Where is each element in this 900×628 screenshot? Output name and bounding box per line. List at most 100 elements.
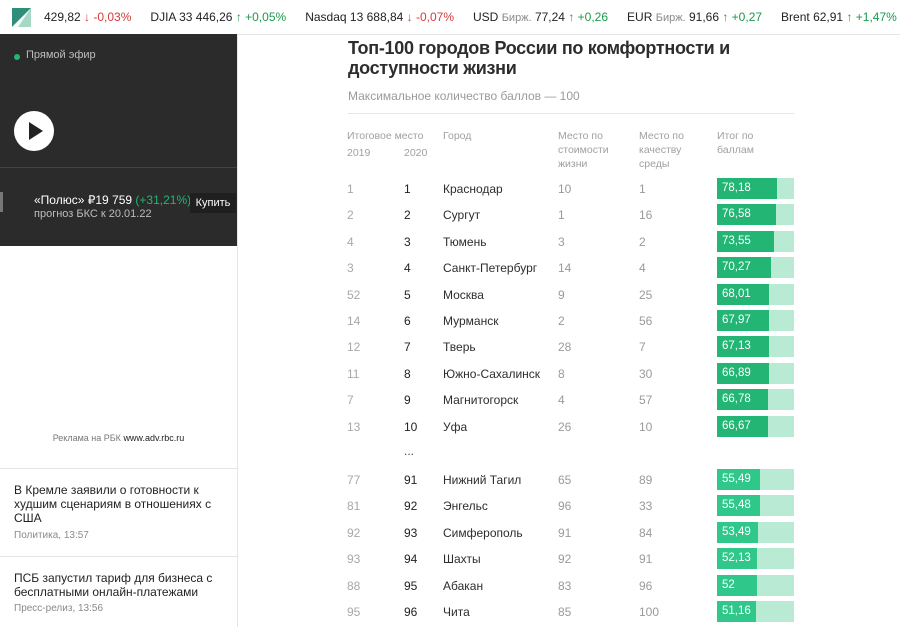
- score-label: 53,49: [722, 525, 751, 538]
- promo-forecast: прогноз БКС к 20.01.22: [34, 208, 152, 220]
- score-label: 55,49: [722, 473, 751, 485]
- ticker-item[interactable]: DJIA 33 446,26 ↑ +0,05%: [150, 10, 286, 24]
- promo-marker: [0, 192, 3, 212]
- ticker-change: ↓ -0,03%: [84, 10, 132, 24]
- cell-city: Тверь: [443, 340, 476, 355]
- cell-r2020: 2: [404, 208, 411, 223]
- cell-r2019: 1: [347, 182, 354, 196]
- news-title[interactable]: ПСБ запустил тариф для бизнеса с бесплат…: [14, 571, 213, 599]
- score-label: 51,16: [722, 605, 751, 617]
- score-label: 70,27: [722, 261, 751, 274]
- cell-r2020: 10: [404, 419, 418, 434]
- score-bar: [717, 548, 757, 570]
- cell-cost: 85: [558, 605, 572, 619]
- score-bar: [717, 283, 769, 305]
- score-bar: [717, 204, 776, 226]
- score-label: 55,48: [722, 499, 751, 512]
- cell-r2019: 77: [347, 473, 361, 487]
- cell-env: 96: [639, 578, 653, 593]
- rbc-logo-icon[interactable]: [12, 8, 31, 27]
- score-bar: [717, 574, 757, 596]
- cell-env: 16: [639, 208, 653, 223]
- cell-env: 84: [639, 525, 653, 540]
- cell-cost: 92: [558, 552, 572, 567]
- score-bar: [717, 178, 777, 199]
- header-rank-group: Итоговое место: [347, 130, 424, 142]
- cell-r2020: 6: [404, 314, 411, 328]
- score-bar: [717, 521, 758, 543]
- cell-r2019: 88: [347, 578, 361, 593]
- cell-r2020: 7: [404, 340, 411, 355]
- buy-button[interactable]: Купить: [190, 193, 236, 213]
- ticker-sub: Бирж.: [655, 12, 686, 24]
- cell-env: 7: [639, 340, 646, 355]
- ticker-value: 13 688,84: [349, 10, 404, 24]
- header-score: Итог по баллам: [717, 130, 754, 156]
- ticker-name: EUR: [627, 10, 653, 24]
- cell-cost: 26: [558, 419, 572, 434]
- ticker-item[interactable]: Nasdaq 13 688,84 ↓ -0,07%: [305, 10, 454, 24]
- score-label: 73,55: [722, 234, 751, 247]
- score-label: 67,97: [722, 314, 751, 326]
- cell-r2019: 92: [347, 525, 361, 540]
- play-button[interactable]: [14, 111, 54, 151]
- chart-subtitle: Максимальное количество баллов — 100: [348, 89, 580, 103]
- chart-title: Топ-100 городов России по комфортности и…: [348, 38, 730, 78]
- cell-cost: 65: [558, 473, 572, 487]
- ticker-sub: Бирж.: [501, 12, 532, 24]
- cell-r2020: 3: [404, 234, 411, 249]
- score-label: 66,78: [722, 393, 751, 406]
- cell-r2019: 4: [347, 234, 354, 249]
- cell-city: Симферополь: [443, 525, 523, 540]
- cell-r2020: 94: [404, 552, 418, 567]
- cell-cost: 2: [558, 314, 565, 328]
- ticker-name: Brent: [781, 10, 810, 24]
- header-rank-2019: 2019: [347, 147, 371, 159]
- ticker-item[interactable]: Brent 62,91 ↑ +1,47%: [781, 10, 897, 24]
- ticker-value: 429,82: [44, 10, 81, 24]
- ad-caption-link[interactable]: www.adv.rbc.ru: [123, 433, 185, 443]
- ticker-value: 77,24: [534, 10, 565, 24]
- cell-city: Чита: [443, 605, 470, 619]
- cell-city: Москва: [443, 287, 484, 302]
- ticker-value: 33 446,26: [179, 10, 233, 24]
- news-meta: Политика, 13:57: [14, 530, 89, 541]
- cell-env: 100: [639, 605, 660, 619]
- cell-env: 2: [639, 234, 646, 249]
- cell-cost: 96: [558, 499, 572, 514]
- score-bar: [717, 389, 768, 411]
- cell-r2019: 81: [347, 499, 361, 514]
- news-item[interactable]: В Кремле заявили о готовности к худшим с…: [0, 468, 237, 556]
- cell-r2020: 91: [404, 473, 418, 487]
- score-label: 67,13: [722, 340, 751, 353]
- cell-city: Санкт-Петербург: [443, 261, 538, 276]
- news-item[interactable]: ПСБ запустил тариф для бизнеса с бесплат…: [0, 556, 237, 628]
- ticker-item[interactable]: USD Бирж. 77,24 ↑ +0,26: [473, 10, 608, 24]
- news-title[interactable]: В Кремле заявили о готовности к худшим с…: [14, 483, 212, 525]
- score-bar: [717, 415, 768, 437]
- ticker-item[interactable]: 429,82 ↓ -0,03%: [44, 10, 131, 24]
- cell-r2019: 3: [347, 261, 354, 276]
- ticker-name: DJIA: [150, 10, 176, 24]
- cell-r2019: 14: [347, 314, 361, 328]
- cell-env: 89: [639, 473, 653, 487]
- cell-env: 57: [639, 393, 653, 408]
- ranking-chart: Топ-100 городов России по комфортности и…: [238, 34, 900, 627]
- header-env: Место по качеству среды: [639, 130, 684, 170]
- header-city: Город: [443, 130, 472, 142]
- ticker-item[interactable]: EUR Бирж. 91,66 ↑ +0,27: [627, 10, 762, 24]
- ticker-change: ↑ +0,27: [722, 10, 763, 24]
- cell-r2019: 95: [347, 605, 361, 619]
- ticker-change: ↓ -0,07%: [406, 10, 455, 24]
- score-label: 76,58: [722, 208, 751, 221]
- left-sidebar: Прямой эфир «Полюс» ₽19 759 (+31,21%) пр…: [0, 34, 238, 627]
- cell-city: Магнитогорск: [443, 393, 519, 408]
- ad-caption-prefix: Реклама на РБК: [52, 433, 121, 443]
- cell-cost: 9: [558, 287, 565, 302]
- ticker-value: 91,66: [688, 10, 719, 24]
- cell-r2019: 52: [347, 287, 361, 302]
- cell-r2020: 1: [404, 182, 411, 196]
- cell-r2019: 12: [347, 340, 361, 355]
- cell-r2020: 5: [404, 287, 411, 302]
- cell-r2020: 93: [404, 525, 418, 540]
